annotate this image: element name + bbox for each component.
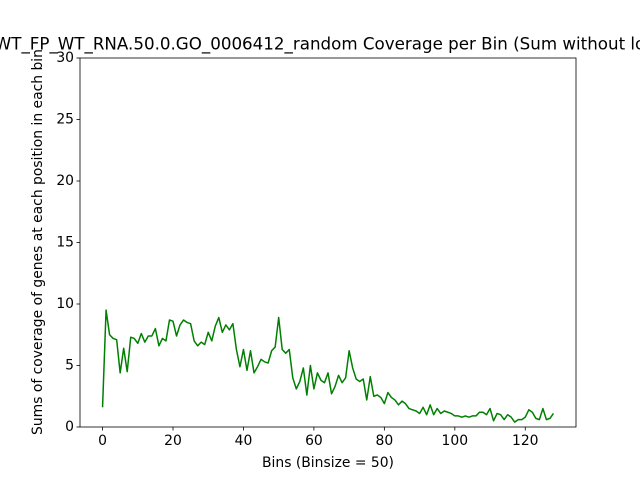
x-axis-label: Bins (Binsize = 50) [262, 455, 394, 471]
y-tick-label: 10 [56, 296, 74, 312]
chart-title: WT_FP_WT_RNA.50.0.GO_0006412_random Cove… [0, 34, 640, 55]
x-tick-label: 60 [305, 433, 323, 449]
y-tick-label: 30 [56, 50, 74, 66]
y-tick-label: 15 [56, 235, 74, 251]
data-line [101, 309, 555, 423]
x-tick-label: 20 [164, 433, 182, 449]
x-tick-label: 0 [98, 433, 107, 449]
x-tick-label: 80 [376, 433, 394, 449]
y-axis-label: Sums of coverage of genes at each positi… [30, 49, 46, 435]
y-tick-label: 25 [56, 112, 74, 128]
y-tick-label: 0 [65, 419, 74, 435]
x-tick-label: 120 [512, 433, 539, 449]
x-tick-label: 40 [235, 433, 253, 449]
y-tick-label: 20 [56, 173, 74, 189]
axes-frame [79, 57, 577, 428]
x-tick-label: 100 [442, 433, 469, 449]
y-tick-label: 5 [65, 358, 74, 374]
